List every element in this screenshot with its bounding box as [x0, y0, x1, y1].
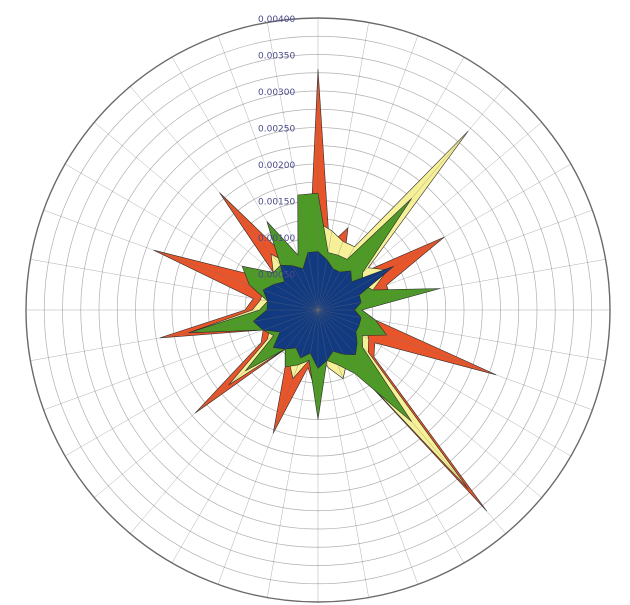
spoke-line [317, 309, 572, 457]
spoke-line [317, 163, 572, 311]
spoke-line [317, 22, 369, 311]
radial-tick-labels: 0.00050 0.00100 0.00150 0.00200 0.00250 0.003… [258, 15, 295, 281]
spoke-line [317, 259, 606, 311]
spoke-line [317, 86, 506, 311]
radial-tick-label: 0.00100 [258, 234, 295, 244]
spoke-line [94, 309, 319, 498]
radial-tick-label: 0.00050 [258, 271, 295, 281]
spoke-line [317, 309, 369, 598]
spoke-line [130, 86, 319, 311]
radial-tick-label: 0.00250 [258, 125, 295, 135]
spoke-line [64, 163, 319, 311]
spoke-line [317, 309, 542, 498]
spoke-line [30, 259, 319, 311]
spoke-line [94, 122, 319, 311]
spoke-line [317, 209, 593, 311]
radar-spokes [26, 18, 610, 602]
radial-tick-label: 0.00400 [258, 15, 295, 25]
spoke-line [43, 309, 319, 411]
spoke-line [217, 309, 319, 585]
spoke-line [217, 35, 319, 311]
spoke-line [30, 309, 319, 361]
spoke-line [317, 122, 542, 311]
spoke-line [64, 309, 319, 457]
spoke-line [317, 35, 419, 311]
radial-tick-label: 0.00350 [258, 52, 295, 62]
spoke-line [317, 309, 606, 361]
spoke-line [317, 309, 593, 411]
spoke-line [317, 56, 465, 311]
spoke-line [267, 309, 319, 598]
spoke-line [267, 22, 319, 311]
spoke-line [130, 309, 319, 534]
spoke-line [171, 56, 319, 311]
spoke-line [317, 309, 419, 585]
spoke-line [317, 309, 465, 564]
spoke-line [43, 209, 319, 311]
radial-tick-label: 0.00300 [258, 88, 295, 98]
spoke-line [317, 309, 506, 534]
radial-tick-label: 0.00200 [258, 161, 295, 171]
spoke-line [171, 309, 319, 564]
radial-tick-label: 0.00150 [258, 198, 295, 208]
